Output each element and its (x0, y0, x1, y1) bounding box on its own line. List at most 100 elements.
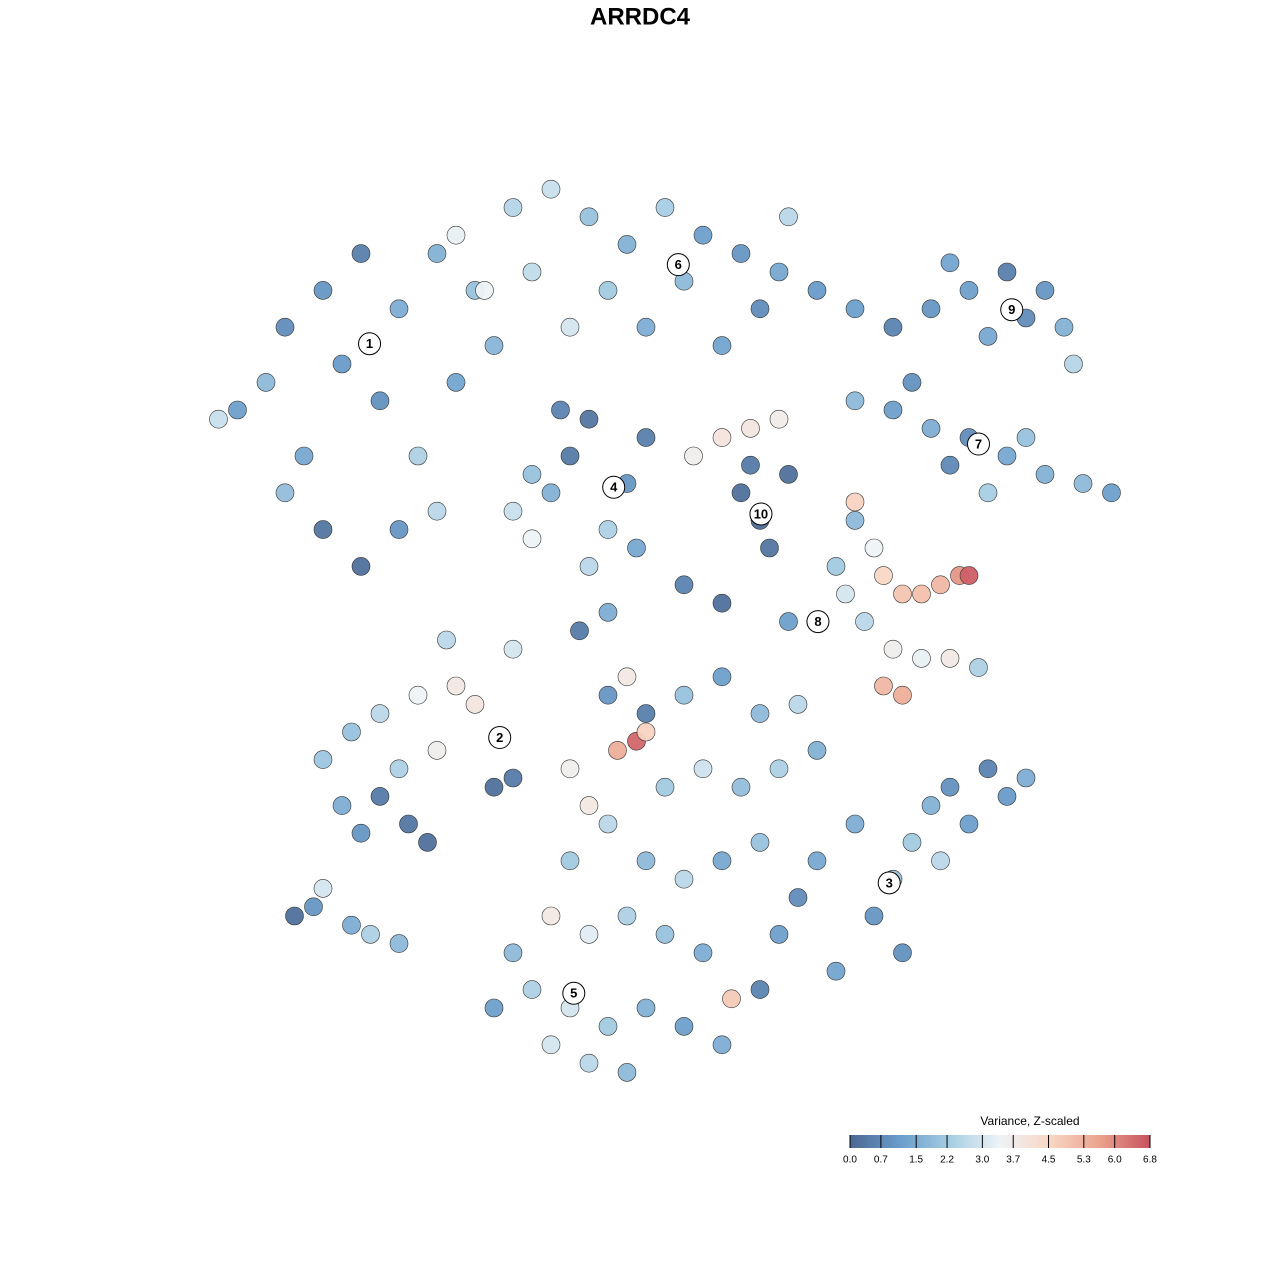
points (209, 179, 1121, 1082)
point (579, 409, 599, 429)
point (465, 695, 485, 714)
point (750, 704, 770, 723)
point (579, 207, 599, 227)
point (351, 244, 371, 263)
point (446, 373, 466, 392)
point (389, 299, 409, 319)
point (921, 796, 941, 815)
point (893, 584, 912, 604)
point (370, 787, 390, 806)
point (503, 768, 523, 788)
point (693, 759, 713, 779)
point (427, 501, 447, 521)
cluster-label: 3 (886, 875, 893, 890)
point (598, 814, 618, 834)
point (522, 529, 542, 549)
point (351, 557, 371, 576)
point (427, 741, 447, 760)
point (769, 925, 789, 944)
point (750, 299, 770, 319)
point (1102, 483, 1121, 503)
point (845, 299, 865, 319)
cluster-label: 4 (610, 480, 618, 495)
colorbar-tick-label: 5.3 (1077, 1155, 1091, 1166)
point (370, 391, 390, 411)
point (332, 354, 352, 374)
point (874, 566, 893, 585)
point (541, 483, 561, 503)
point (570, 621, 589, 641)
point (959, 566, 979, 585)
point (655, 925, 675, 944)
point (636, 317, 656, 337)
point (731, 777, 751, 797)
point (731, 483, 751, 503)
cluster-labels: 1 6 9 7 4 10 8 2 3 5 (358, 253, 1024, 1005)
point (408, 685, 428, 705)
point (579, 796, 599, 815)
point (285, 906, 304, 926)
point (332, 796, 352, 815)
point (655, 777, 675, 797)
colorbar-tick-label: 6.0 (1108, 1155, 1122, 1166)
point (731, 244, 751, 263)
point (608, 741, 627, 760)
point (750, 980, 770, 999)
point (912, 649, 931, 668)
point (503, 198, 523, 217)
cluster-label: 7 (975, 436, 982, 451)
cluster-marker (666, 253, 690, 277)
cluster-label: 2 (496, 730, 503, 745)
point (807, 851, 827, 871)
cluster-marker (967, 432, 990, 456)
point (617, 906, 637, 926)
point (560, 317, 580, 337)
cluster-marker (602, 475, 626, 499)
point (446, 225, 466, 245)
point (579, 557, 599, 576)
point (931, 851, 950, 871)
point (484, 998, 504, 1018)
point (855, 612, 874, 631)
point (503, 639, 523, 659)
colorbar: Variance, Z-scaled 0.0 0.7 1.5 2.2 3.0 3.7 4.5… (843, 1114, 1157, 1165)
colorbar-tick-label: 0.7 (874, 1155, 888, 1166)
point (845, 814, 865, 834)
cluster-marker (562, 981, 586, 1005)
point (693, 943, 713, 963)
point (484, 777, 504, 797)
point (636, 851, 656, 871)
point (1064, 354, 1083, 374)
point (722, 989, 741, 1009)
point (921, 419, 941, 438)
point (313, 750, 333, 769)
point (997, 446, 1017, 466)
point (560, 851, 580, 871)
cluster-label: 8 (814, 614, 821, 629)
point (294, 446, 314, 466)
cluster-label: 1 (366, 336, 373, 351)
point (636, 722, 656, 742)
point (342, 915, 361, 935)
cluster-marker (877, 871, 901, 895)
point (389, 934, 409, 953)
point (769, 759, 789, 779)
point (959, 281, 979, 300)
point (228, 400, 247, 420)
point (418, 833, 437, 852)
cluster-marker (358, 332, 382, 356)
colorbar-tick-label: 1.5 (909, 1155, 923, 1166)
point (541, 906, 561, 926)
cluster-label: 9 (1008, 302, 1015, 317)
point (427, 244, 447, 263)
point (636, 704, 656, 723)
point (655, 198, 675, 217)
point (551, 400, 570, 420)
point (883, 639, 903, 659)
point (1016, 768, 1036, 788)
point (807, 741, 827, 760)
point (522, 465, 542, 484)
point (893, 685, 912, 705)
point (313, 879, 333, 898)
